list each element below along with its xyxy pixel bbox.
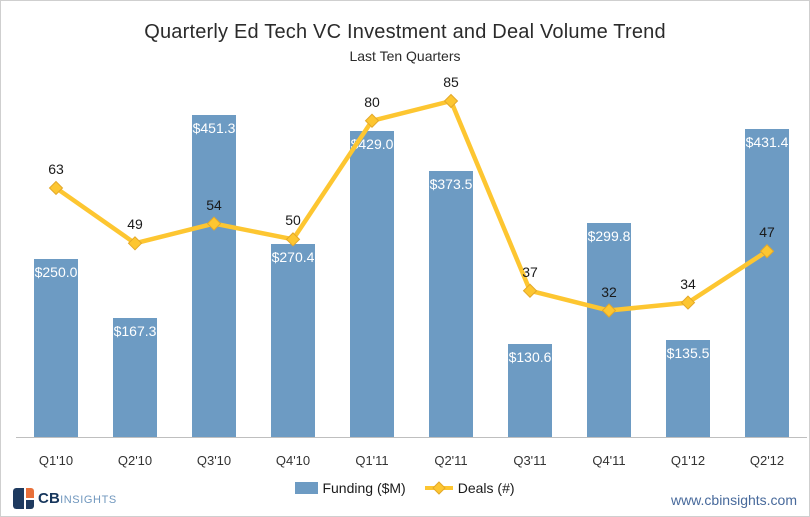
bar-label-q4-11: $299.8 bbox=[587, 228, 631, 245]
x-label-q1-10: Q1'10 bbox=[38, 453, 74, 468]
cbinsights-logo-icon bbox=[13, 488, 34, 509]
logo-insights-text: INSIGHTS bbox=[60, 493, 117, 506]
deal-label-q1-12: 34 bbox=[680, 275, 696, 292]
bar-label-q4-10: $270.4 bbox=[271, 249, 315, 266]
chart-subtitle: Last Ten Quarters bbox=[349, 48, 461, 64]
bar-q4-11 bbox=[587, 223, 631, 437]
bar-label-q1-11: $429.0 bbox=[350, 135, 394, 152]
x-axis-line bbox=[16, 437, 807, 438]
x-label-q1-12: Q1'12 bbox=[670, 453, 706, 468]
bar-label-q2-10: $167.3 bbox=[113, 322, 157, 339]
x-label-q4-10: Q4'10 bbox=[275, 453, 311, 468]
deal-label-q3-11: 37 bbox=[522, 263, 538, 280]
cbinsights-logo: CBINSIGHTS bbox=[13, 488, 117, 509]
legend-funding-label: Funding ($M) bbox=[322, 480, 406, 496]
x-label-q2-10: Q2'10 bbox=[117, 453, 153, 468]
x-label-q3-11: Q3'11 bbox=[513, 453, 547, 468]
bar-q3-10 bbox=[192, 115, 236, 437]
deals-line bbox=[53, 98, 770, 313]
deal-label-q1-11: 80 bbox=[364, 93, 380, 110]
deal-label-q2-12: 47 bbox=[759, 224, 775, 241]
bar-label-q1-10: $250.0 bbox=[34, 263, 78, 280]
x-label-q2-11: Q2'11 bbox=[434, 453, 468, 468]
bar-q4-10 bbox=[271, 244, 315, 437]
chart-title: Quarterly Ed Tech VC Investment and Deal… bbox=[144, 21, 666, 43]
bar-q1-12 bbox=[666, 340, 710, 437]
deal-marker-q1-12 bbox=[680, 295, 696, 310]
x-label-q3-10: Q3'10 bbox=[196, 453, 232, 468]
x-label-q2-12: Q2'12 bbox=[749, 453, 785, 468]
bar-label-q3-11: $130.6 bbox=[508, 348, 552, 365]
chart-legend: Funding ($M) Deals (#) bbox=[1, 480, 809, 496]
logo-cb-text: CB bbox=[38, 489, 61, 507]
bar-q3-11 bbox=[508, 343, 552, 437]
deal-marker-q2-10 bbox=[127, 236, 143, 251]
bar-q1-11 bbox=[350, 130, 394, 437]
deal-label-q2-10: 49 bbox=[127, 216, 143, 233]
bar-q2-11 bbox=[429, 170, 473, 437]
deal-label-q3-10: 54 bbox=[206, 196, 222, 213]
x-label-q4-11: Q4'11 bbox=[592, 453, 626, 468]
bar-q2-10 bbox=[113, 317, 157, 437]
website-url: www.cbinsights.com bbox=[670, 492, 797, 508]
deal-marker-q2-11 bbox=[443, 93, 459, 109]
bar-label-q2-11: $373.5 bbox=[429, 175, 473, 192]
legend-item-funding: Funding ($M) bbox=[295, 480, 406, 496]
deals-line-icon bbox=[424, 481, 453, 495]
bar-q2-12 bbox=[745, 129, 789, 437]
legend-deals-label: Deals (#) bbox=[457, 480, 515, 496]
bar-label-q2-12: $431.4 bbox=[745, 134, 789, 151]
deal-label-q4-11: 32 bbox=[601, 283, 617, 300]
legend-item-deals: Deals (#) bbox=[424, 480, 515, 496]
deal-marker-q1-11 bbox=[364, 113, 380, 128]
x-label-q1-11: Q1'11 bbox=[355, 453, 389, 468]
deal-marker-q3-11 bbox=[522, 283, 538, 298]
bar-label-q3-10: $451.3 bbox=[192, 120, 236, 136]
bar-label-q1-12: $135.5 bbox=[666, 345, 710, 362]
deal-marker-q1-10 bbox=[48, 180, 64, 196]
deal-label-q2-11: 85 bbox=[443, 74, 459, 90]
deal-label-q4-10: 50 bbox=[285, 212, 301, 229]
funding-swatch-icon bbox=[295, 482, 319, 494]
deal-label-q1-10: 63 bbox=[48, 160, 64, 177]
bar-q1-10 bbox=[34, 258, 78, 437]
